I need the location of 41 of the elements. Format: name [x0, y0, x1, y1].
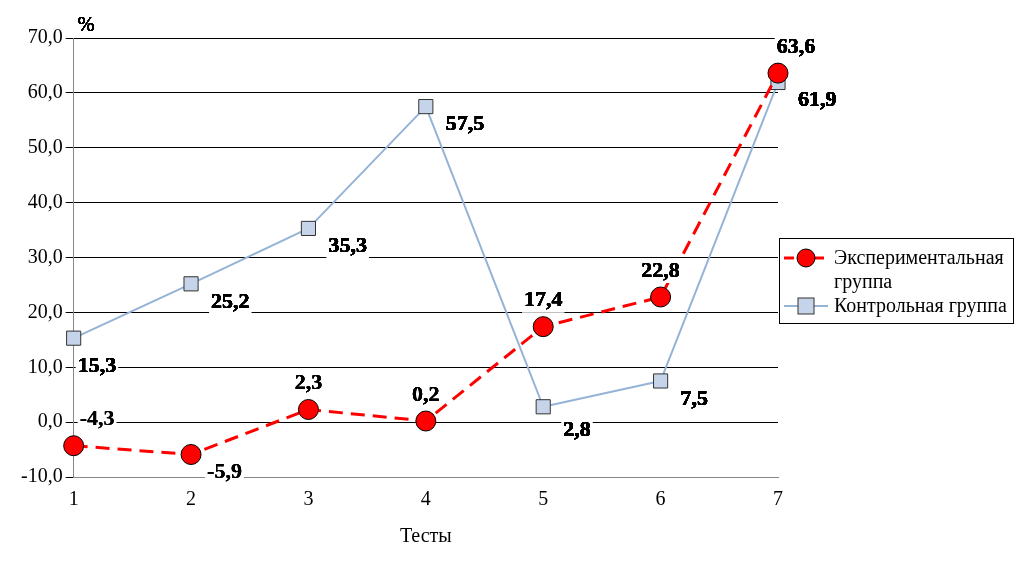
data-label: 25,2	[211, 287, 250, 313]
x-tick-label: 7	[773, 487, 783, 510]
data-label: 2,8	[563, 416, 591, 442]
y-tick-label: 60,0	[27, 80, 63, 103]
legend-label: Контрольная группа	[834, 293, 1007, 317]
y-tick-label: 30,0	[27, 244, 63, 267]
data-label: 35,3	[328, 232, 367, 258]
point	[650, 286, 672, 308]
data-label: 0,2	[412, 380, 440, 406]
data-label: 61,9	[798, 86, 837, 112]
point	[63, 435, 85, 457]
point	[180, 444, 202, 465]
x-tick-label: 6	[655, 487, 666, 510]
y-tick-label: 50,0	[27, 135, 63, 157]
x-tick-label: 1	[68, 487, 79, 510]
point	[415, 410, 437, 432]
x-tick-label: 3	[303, 487, 314, 510]
x-tick-label: 5	[538, 487, 549, 510]
y-tick-label: 0,0	[37, 409, 63, 432]
y-tick-label: 20,0	[27, 299, 63, 322]
y-tick-label: 70,0	[27, 25, 63, 48]
data-label: -5,9	[207, 458, 242, 484]
data-label: 57,5	[445, 110, 485, 136]
x-axis-title: Тесты	[399, 524, 452, 547]
y-tick-label: 10,0	[27, 354, 63, 377]
data-label: -4,3	[79, 405, 115, 431]
data-label: 7,5	[680, 384, 709, 410]
data-label: 2,3	[294, 369, 323, 395]
y-axis-title: %	[77, 13, 95, 36]
x-tick-label: 4	[420, 487, 431, 510]
x-tick-label: 2	[186, 487, 197, 510]
y-tick-label: 40,0	[27, 189, 63, 212]
legend-label: Экспериментальная группа	[834, 245, 1005, 293]
data-label: 15,3	[77, 351, 117, 377]
point	[532, 316, 554, 338]
point	[767, 62, 789, 84]
data-label: 63,6	[776, 32, 816, 58]
data-label: 22,8	[641, 256, 680, 282]
point	[297, 399, 319, 420]
data-label: 17,4	[523, 286, 563, 312]
y-tick-label: -10,0	[20, 464, 63, 487]
